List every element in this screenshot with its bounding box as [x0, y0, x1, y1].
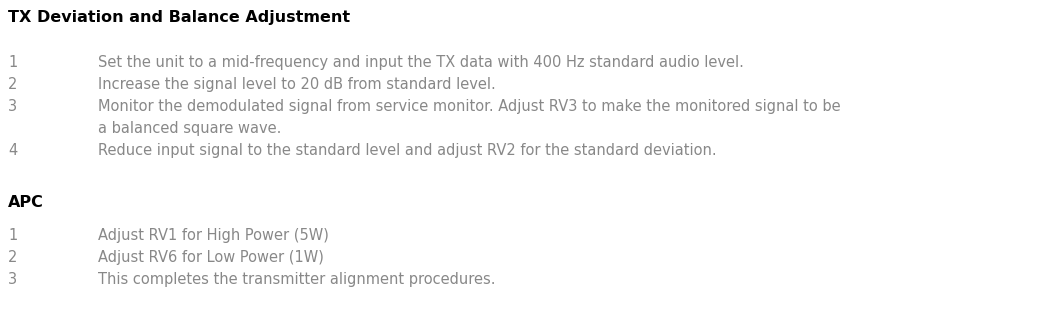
Text: 3: 3 [8, 99, 17, 114]
Text: 1: 1 [8, 228, 17, 243]
Text: Set the unit to a mid-frequency and input the TX data with 400 Hz standard audio: Set the unit to a mid-frequency and inpu… [98, 55, 744, 70]
Text: Monitor the demodulated signal from service monitor. Adjust RV3 to make the moni: Monitor the demodulated signal from serv… [98, 99, 841, 114]
Text: 2: 2 [8, 77, 17, 92]
Text: Reduce input signal to the standard level and adjust RV2 for the standard deviat: Reduce input signal to the standard leve… [98, 143, 716, 158]
Text: 2: 2 [8, 250, 17, 265]
Text: TX Deviation and Balance Adjustment: TX Deviation and Balance Adjustment [8, 10, 350, 25]
Text: 1: 1 [8, 55, 17, 70]
Text: Adjust RV1 for High Power (5W): Adjust RV1 for High Power (5W) [98, 228, 329, 243]
Text: Adjust RV6 for Low Power (1W): Adjust RV6 for Low Power (1W) [98, 250, 324, 265]
Text: 3: 3 [8, 272, 17, 287]
Text: a balanced square wave.: a balanced square wave. [98, 121, 282, 136]
Text: 4: 4 [8, 143, 17, 158]
Text: APC: APC [8, 195, 44, 210]
Text: Increase the signal level to 20 dB from standard level.: Increase the signal level to 20 dB from … [98, 77, 496, 92]
Text: This completes the transmitter alignment procedures.: This completes the transmitter alignment… [98, 272, 496, 287]
